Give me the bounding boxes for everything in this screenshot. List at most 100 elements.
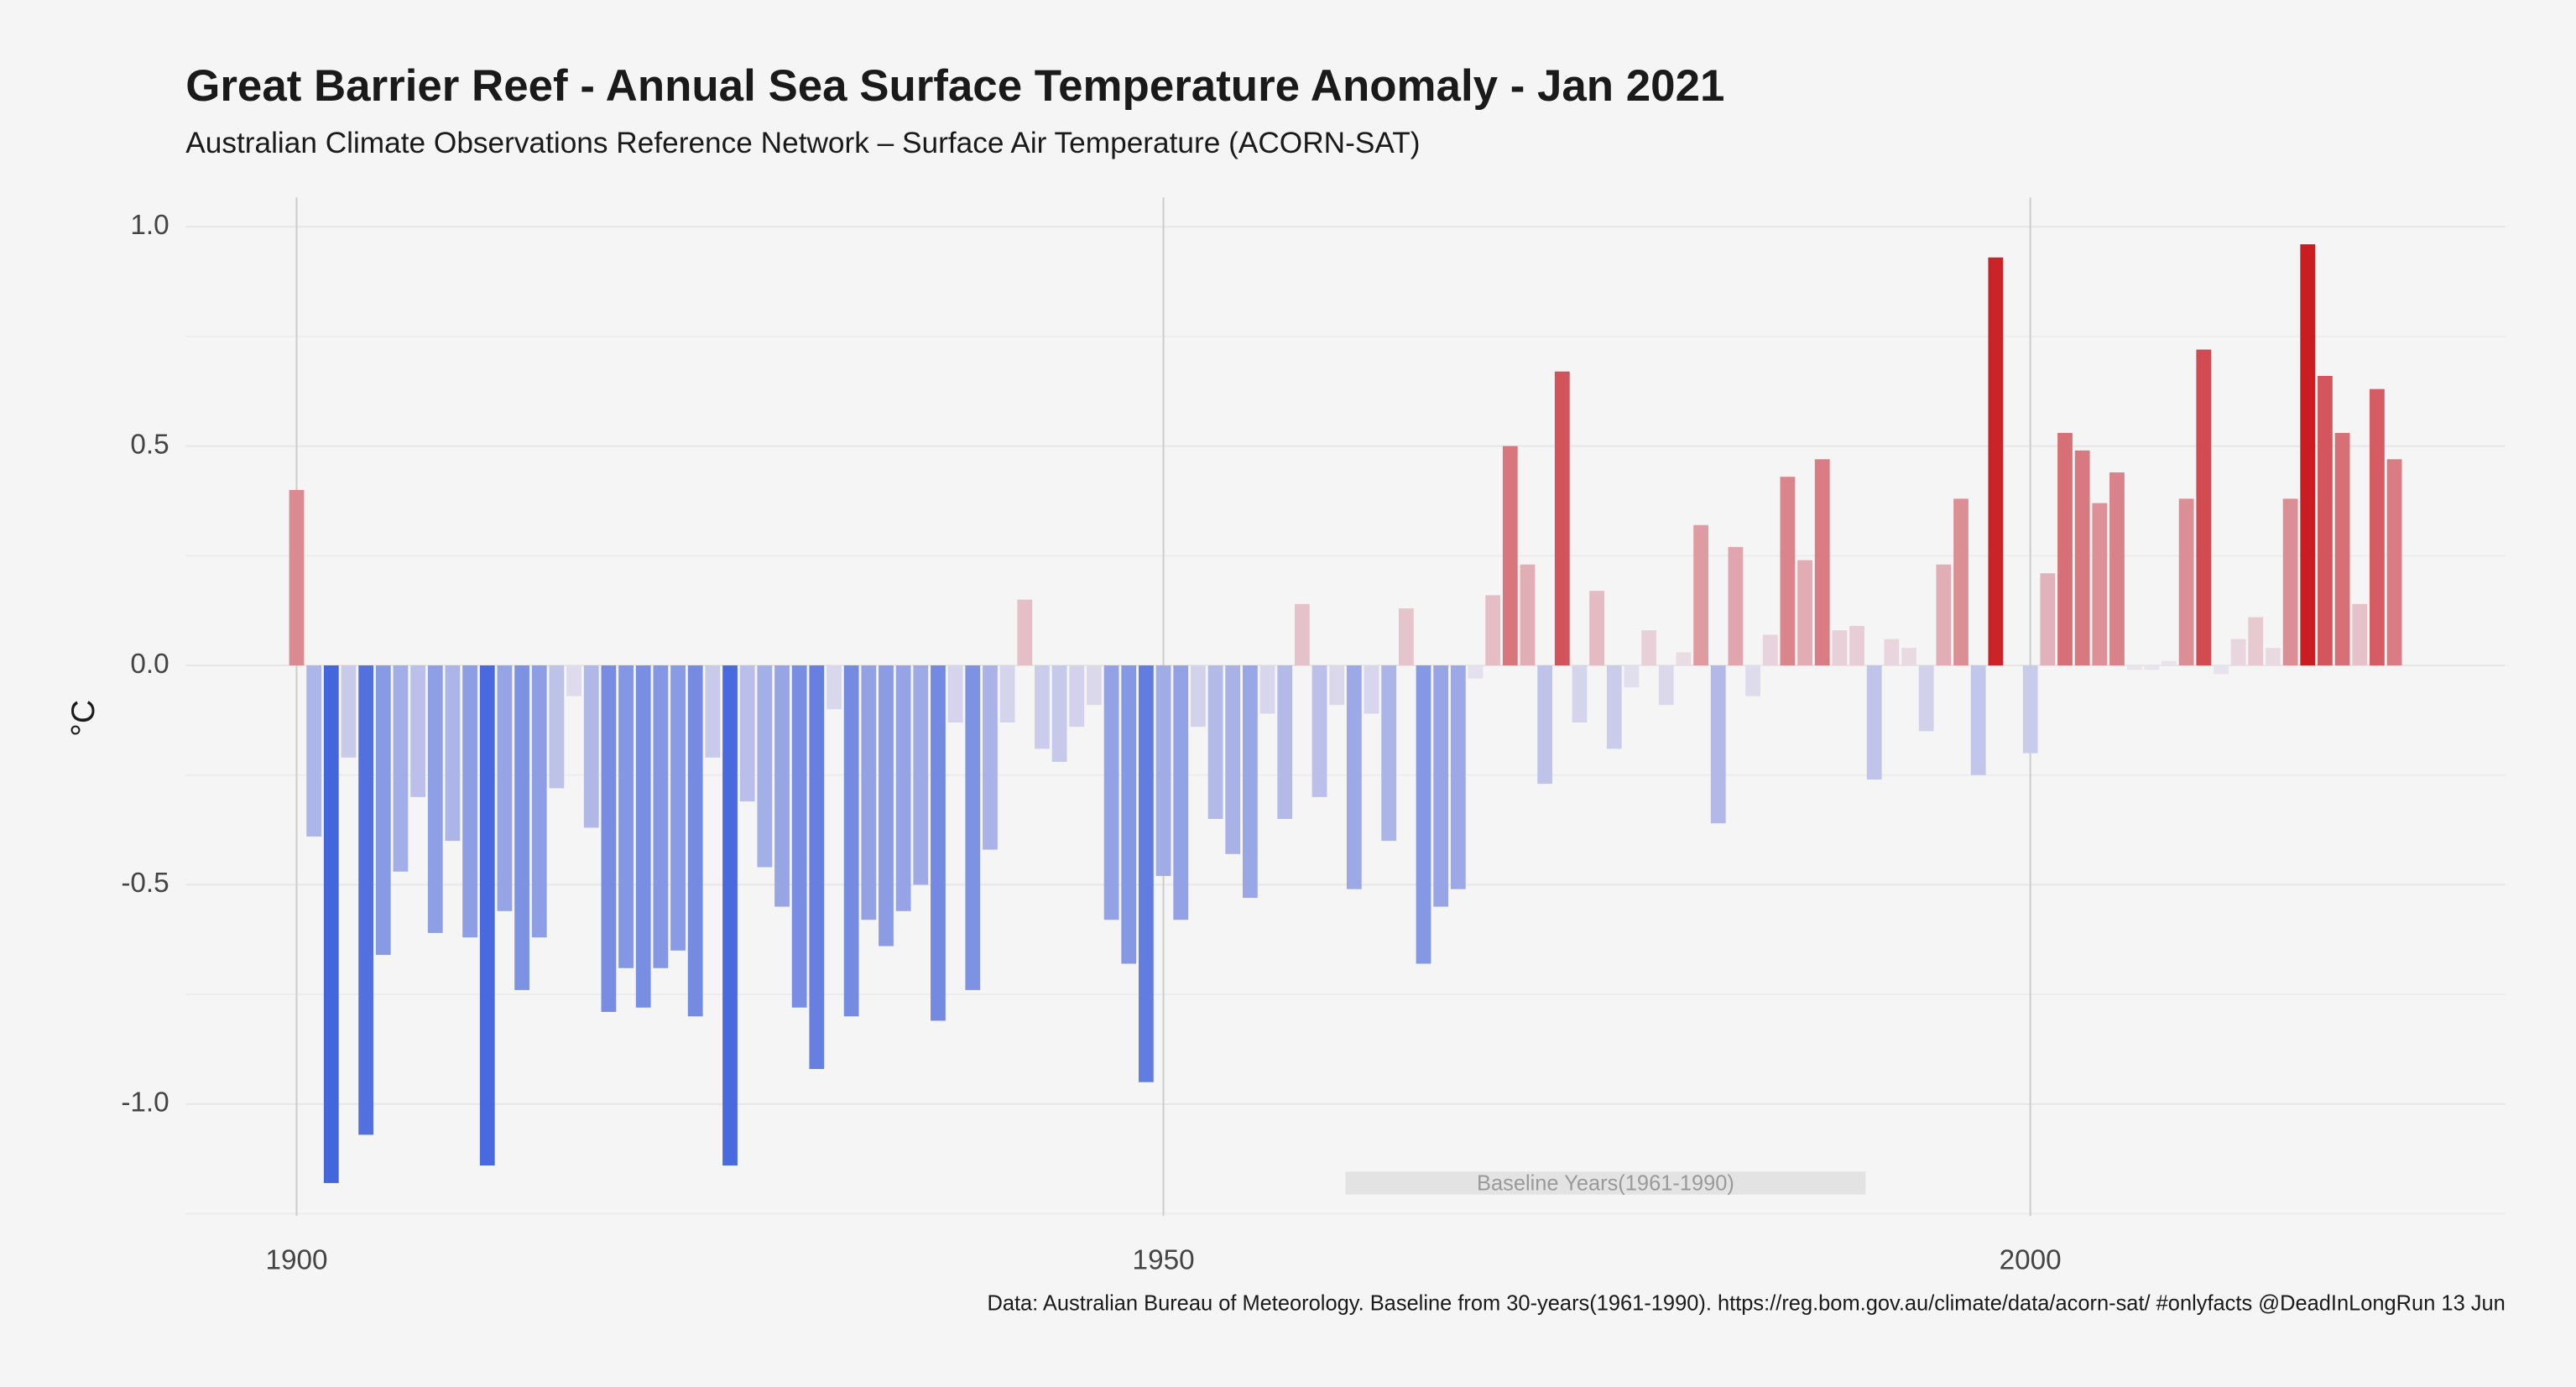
bar (2334, 432, 2350, 666)
bar (983, 665, 998, 850)
bar (843, 665, 859, 1017)
bar (1745, 665, 1760, 696)
bar (601, 665, 617, 1013)
bar (1294, 603, 1310, 666)
bar (1762, 634, 1778, 666)
bar (1936, 564, 1952, 666)
bar (1866, 665, 1882, 780)
bar (722, 665, 738, 1165)
bar (1416, 665, 1431, 964)
bar (514, 665, 529, 990)
bar (1606, 665, 1622, 749)
bar (2057, 432, 2073, 666)
bar (1641, 630, 1656, 666)
bar (1259, 665, 1275, 714)
bar (1832, 630, 1848, 666)
bar (1624, 665, 1640, 688)
bar (289, 489, 305, 666)
bar (687, 665, 703, 1017)
bar (1676, 652, 1692, 666)
y-axis-label: °C (65, 700, 102, 737)
bar (2370, 388, 2385, 666)
bar (497, 665, 513, 911)
bar (1450, 665, 1466, 889)
bar (341, 665, 357, 758)
bar (1554, 371, 1570, 666)
bar (427, 665, 443, 933)
bar (1780, 477, 1796, 666)
bar (1121, 665, 1137, 964)
bar (1103, 665, 1119, 920)
bar (375, 665, 391, 956)
bar (931, 665, 946, 1021)
bar (2144, 665, 2160, 670)
bar (1035, 665, 1050, 749)
y-tick-label: 0.5 (130, 429, 169, 460)
bar (2248, 617, 2264, 666)
bar (861, 665, 877, 920)
bar (2126, 665, 2142, 670)
bar (1988, 257, 2004, 666)
bar (1589, 591, 1605, 666)
bar (2352, 603, 2368, 666)
bar (479, 665, 495, 1165)
bar (1364, 665, 1379, 714)
bar (1728, 546, 1744, 666)
bar (1537, 665, 1553, 785)
bar (1346, 665, 1362, 889)
bar (757, 665, 773, 868)
bar (1502, 446, 1518, 666)
bar (1017, 599, 1033, 666)
bar (1069, 665, 1085, 727)
chart-title: Great Barrier Reef - Annual Sea Surface … (185, 61, 1724, 111)
bar (1901, 648, 1916, 666)
baseline-band (1345, 1171, 1866, 1195)
bar (1225, 665, 1241, 854)
chart-subtitle: Australian Climate Observations Referenc… (185, 127, 1420, 159)
bar (1173, 665, 1189, 920)
bar (583, 665, 599, 828)
bar (1381, 665, 1397, 842)
bar (2040, 573, 2056, 666)
y-tick-label: 0.0 (130, 649, 169, 680)
bar (410, 665, 425, 797)
bar (2022, 665, 2038, 753)
y-tick-label: -0.5 (121, 868, 169, 899)
bar (2214, 665, 2229, 675)
bar (1139, 665, 1154, 1082)
bar (670, 665, 686, 951)
bar (1155, 665, 1171, 876)
bar (445, 665, 461, 842)
baseline-label: Baseline Years(1961-1990) (1477, 1172, 1734, 1196)
bar (827, 665, 842, 710)
bar (1207, 665, 1223, 819)
bar (635, 665, 651, 1008)
bar (947, 665, 963, 722)
bar (358, 665, 374, 1135)
bar (1243, 665, 1258, 899)
bar (1953, 498, 1969, 666)
bar (2230, 639, 2246, 666)
bar (566, 665, 581, 696)
bar (653, 665, 669, 968)
bar (462, 665, 477, 938)
bar (549, 665, 565, 789)
bar (1433, 665, 1449, 907)
bar (2092, 503, 2108, 666)
y-tick-label: 1.0 (130, 210, 169, 241)
bar (2109, 472, 2125, 666)
y-tick-label: -1.0 (121, 1087, 169, 1118)
bar (791, 665, 807, 1008)
bar (1468, 665, 1484, 679)
bar (1311, 665, 1327, 797)
bar (965, 665, 981, 990)
bar (1485, 595, 1501, 666)
bar (2074, 450, 2090, 666)
bar (2161, 660, 2177, 666)
bar (1797, 560, 1812, 666)
bar (393, 665, 409, 872)
bar (913, 665, 929, 885)
bar (879, 665, 894, 946)
bar (1884, 639, 1900, 666)
